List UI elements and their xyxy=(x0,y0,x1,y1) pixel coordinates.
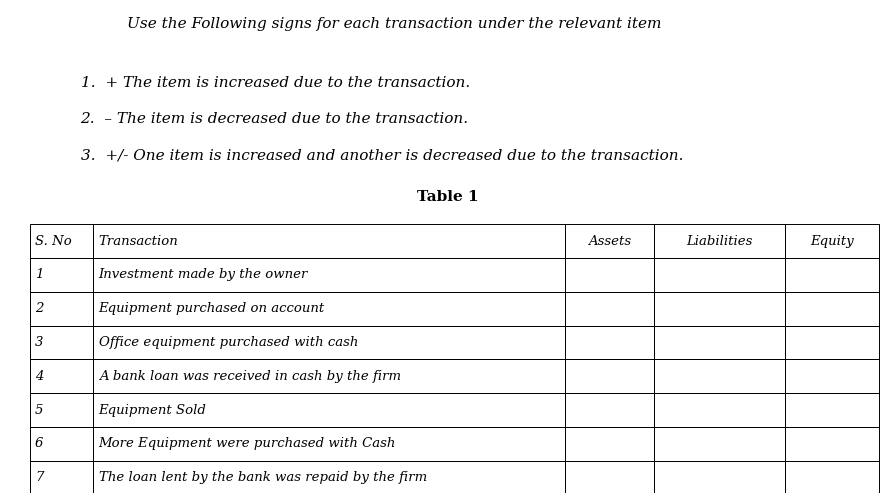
Bar xyxy=(93,359,564,393)
Text: More Equipment were purchased with Cash: More Equipment were purchased with Cash xyxy=(98,437,395,450)
Bar xyxy=(564,427,654,460)
Bar xyxy=(30,427,93,460)
Bar xyxy=(654,393,785,427)
Bar xyxy=(654,359,785,393)
Text: Equity: Equity xyxy=(809,235,853,247)
Text: Equipment Sold: Equipment Sold xyxy=(98,404,207,417)
Text: Office equipment purchased with cash: Office equipment purchased with cash xyxy=(98,336,358,349)
Bar xyxy=(30,258,93,292)
Bar xyxy=(564,359,654,393)
Bar xyxy=(564,258,654,292)
Bar xyxy=(785,427,878,460)
Bar xyxy=(785,292,878,325)
Bar xyxy=(785,258,878,292)
Bar xyxy=(93,224,564,258)
Bar xyxy=(564,393,654,427)
Bar xyxy=(93,292,564,325)
Text: 7: 7 xyxy=(35,471,43,484)
Bar xyxy=(654,427,785,460)
Bar xyxy=(564,224,654,258)
Bar xyxy=(564,325,654,359)
Text: 2.  – The item is decreased due to the transaction.: 2. – The item is decreased due to the tr… xyxy=(80,112,468,126)
Bar xyxy=(30,460,93,493)
Bar xyxy=(564,292,654,325)
Text: Liabilities: Liabilities xyxy=(686,235,752,247)
Bar xyxy=(785,460,878,493)
Bar xyxy=(654,258,785,292)
Text: 1: 1 xyxy=(35,269,43,282)
Bar xyxy=(785,393,878,427)
Bar xyxy=(654,460,785,493)
Text: 3.  +/- One item is increased and another is decreased due to the transaction.: 3. +/- One item is increased and another… xyxy=(80,148,682,162)
Text: Assets: Assets xyxy=(587,235,630,247)
Bar xyxy=(93,258,564,292)
Text: Table 1: Table 1 xyxy=(417,190,477,204)
Text: Use the Following signs for each transaction under the relevant item: Use the Following signs for each transac… xyxy=(126,17,661,31)
Text: S. No: S. No xyxy=(35,235,72,247)
Bar xyxy=(30,292,93,325)
Text: The loan lent by the bank was repaid by the firm: The loan lent by the bank was repaid by … xyxy=(98,471,426,484)
Text: 4: 4 xyxy=(35,370,43,383)
Bar xyxy=(93,325,564,359)
Bar xyxy=(654,224,785,258)
Bar xyxy=(785,224,878,258)
Bar xyxy=(93,460,564,493)
Bar xyxy=(30,359,93,393)
Bar xyxy=(785,325,878,359)
Bar xyxy=(654,292,785,325)
Text: 6: 6 xyxy=(35,437,43,450)
Bar xyxy=(785,359,878,393)
Bar xyxy=(30,224,93,258)
Bar xyxy=(93,393,564,427)
Text: 1.  + The item is increased due to the transaction.: 1. + The item is increased due to the tr… xyxy=(80,76,469,90)
Text: Equipment purchased on account: Equipment purchased on account xyxy=(98,302,325,315)
Bar xyxy=(30,325,93,359)
Bar xyxy=(93,427,564,460)
Bar xyxy=(654,325,785,359)
Bar xyxy=(564,460,654,493)
Text: Investment made by the owner: Investment made by the owner xyxy=(98,269,308,282)
Text: 3: 3 xyxy=(35,336,43,349)
Bar xyxy=(30,393,93,427)
Text: 5: 5 xyxy=(35,404,43,417)
Text: Transaction: Transaction xyxy=(98,235,178,247)
Text: 2: 2 xyxy=(35,302,43,315)
Text: A bank loan was received in cash by the firm: A bank loan was received in cash by the … xyxy=(98,370,401,383)
